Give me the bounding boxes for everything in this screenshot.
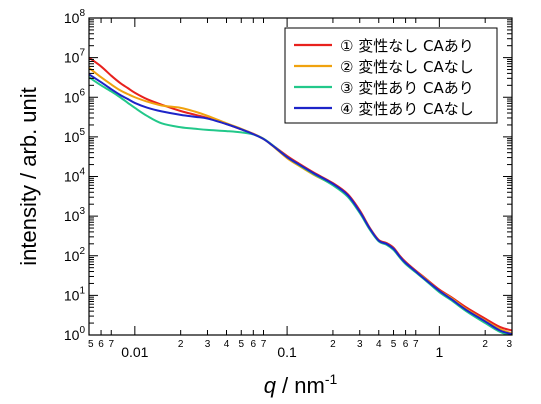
- y-tick-label-6: 106: [64, 87, 86, 105]
- x-tick-label-minor-3: 2: [178, 339, 184, 350]
- x-tick-label-minor-11: 4: [376, 339, 382, 350]
- x-tick-label-minor-2: 7: [108, 339, 114, 350]
- y-axis-title: intensity / arb. unit: [16, 87, 41, 266]
- y-tick-label-3: 103: [64, 206, 86, 224]
- legend-label-1: ① 変性なし CAあり: [340, 37, 474, 55]
- x-tick-label-minor-10: 3: [357, 339, 363, 350]
- x-axis-title-unit: / nm: [276, 373, 325, 398]
- y-tick-label-2: 102: [64, 246, 86, 264]
- x-axis-title-exponent: -1: [325, 371, 338, 387]
- x-tick-label-minor-6: 5: [238, 339, 244, 350]
- x-tick-label-minor-9: 2: [330, 339, 336, 350]
- x-tick-label-major-2: 1: [435, 344, 443, 360]
- x-tick-label-minor-0: 5: [88, 339, 94, 350]
- x-tick-label-minor-16: 3: [506, 339, 512, 350]
- x-tick-label-minor-14: 7: [413, 339, 419, 350]
- y-tick-label-8: 108: [64, 8, 86, 26]
- x-tick-label-major-1: 0.1: [277, 344, 297, 360]
- x-axis-title: q / nm-1: [264, 371, 338, 398]
- legend-label-4: ④ 変性あり CAなし: [340, 100, 474, 118]
- x-tick-label-minor-5: 4: [224, 339, 230, 350]
- x-tick-label-minor-4: 3: [205, 339, 211, 350]
- legend: ① 変性なし CAあり ② 変性なし CAなし ③ 変性あり CAあり ④ 変性あり …: [284, 27, 498, 124]
- x-tick-label-major-0: 0.01: [121, 344, 148, 360]
- y-tick-label-5: 105: [64, 127, 86, 145]
- x-tick-label-minor-1: 6: [98, 339, 104, 350]
- x-tick-label-minor-15: 2: [482, 339, 488, 350]
- x-tick-label-minor-13: 6: [403, 339, 409, 350]
- y-tick-label-4: 104: [64, 167, 86, 185]
- x-tick-label-minor-8: 7: [261, 339, 267, 350]
- series-line-4: [89, 73, 512, 335]
- legend-label-2: ② 変性なし CAなし: [340, 58, 474, 76]
- y-axis: 100 101 102 103 104 105 106 107 108: [64, 8, 512, 343]
- y-tick-label-1: 101: [64, 285, 86, 303]
- legend-label-3: ③ 変性あり CAあり: [340, 79, 474, 97]
- x-tick-label-minor-12: 5: [391, 339, 397, 350]
- y-tick-label-7: 107: [64, 48, 86, 66]
- x-axis-title-symbol: q: [264, 373, 277, 398]
- series-layer: [89, 56, 512, 335]
- legend-entries: ① 変性なし CAあり ② 変性なし CAなし ③ 変性あり CAあり ④ 変性あり …: [294, 37, 474, 118]
- x-tick-label-minor-7: 6: [251, 339, 257, 350]
- x-axis: 0.01 0.1 15 6 7 2 3 4 5 6 7 2 3 4 5 6 7 2 3: [88, 18, 513, 360]
- y-tick-label-0: 100: [64, 325, 86, 343]
